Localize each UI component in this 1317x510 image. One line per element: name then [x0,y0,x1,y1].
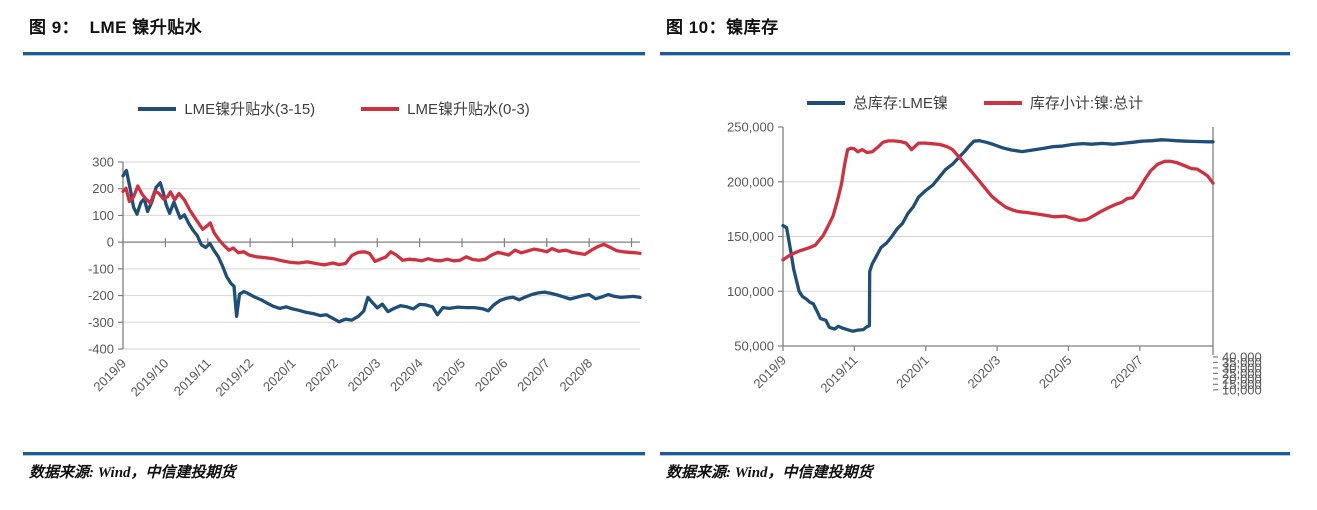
chart-legend: LME镍升贴水(3-15) LME镍升贴水(0-3) [23,98,645,119]
svg-text:2020/7: 2020/7 [514,356,553,395]
svg-text:-300: -300 [88,315,114,330]
svg-text:2020/8: 2020/8 [557,356,596,395]
svg-text:2019/12: 2019/12 [212,356,256,400]
svg-text:100: 100 [92,208,114,223]
legend-label: 总库存:LME镍 [852,95,948,112]
legend-line-swatch [361,106,400,111]
legend-item: 库存小计:镍:总计 [983,92,1144,113]
legend-line-swatch [806,100,845,105]
svg-text:2020/7: 2020/7 [1107,353,1146,392]
legend-item: 总库存:LME镍 [806,92,948,113]
svg-text:2019/11: 2019/11 [817,353,860,396]
svg-text:10,000: 10,000 [1222,382,1262,397]
svg-text:150,000: 150,000 [727,229,774,244]
title-divider-rule [660,52,1290,56]
figure-title: 图 9： LME 镍升贴水 [29,18,203,37]
figure-title: 图 10：镍库存 [666,18,779,37]
svg-text:-200: -200 [88,288,114,303]
data-source-label: 数据来源: Wind，中信建投期货 [29,465,236,481]
svg-text:200: 200 [92,181,114,196]
svg-text:2020/3: 2020/3 [345,356,384,395]
svg-text:300: 300 [92,155,114,170]
svg-text:-400: -400 [88,342,114,357]
svg-text:2019/9: 2019/9 [90,356,129,395]
svg-text:2019/11: 2019/11 [171,356,214,399]
chart-legend: 总库存:LME镍 库存小计:镍:总计 [660,92,1290,113]
figure-nickel-inventory: 图 10：镍库存 总库存:LME镍 库存小计:镍:总计 250,000 200,0… [660,0,1290,510]
svg-text:100,000: 100,000 [727,284,774,299]
svg-text:50,000: 50,000 [734,339,774,354]
svg-text:2020/3: 2020/3 [965,353,1004,392]
svg-text:35,000: 35,000 [1222,355,1262,370]
source-divider-rule [23,452,645,456]
nickel-inventory-line-chart: 250,000 200,000 150,000 100,000 50,000 40,000… [727,120,1262,398]
legend-label: 库存小计:镍:总计 [1029,95,1144,112]
svg-text:15,000: 15,000 [1222,377,1262,392]
svg-text:250,000: 250,000 [727,120,774,135]
svg-text:25,000: 25,000 [1222,366,1262,381]
legend-item: LME镍升贴水(0-3) [361,98,530,119]
source-divider-rule [660,452,1290,456]
svg-text:20,000: 20,000 [1222,371,1262,386]
legend-label: LME镍升贴水(0-3) [407,101,530,118]
data-source-label: 数据来源: Wind，中信建投期货 [666,465,873,481]
svg-text:-100: -100 [88,261,114,276]
svg-text:40,000: 40,000 [1222,349,1262,364]
legend-item: LME镍升贴水(3-15) [138,98,315,119]
svg-text:2020/4: 2020/4 [387,356,426,395]
legend-label: LME镍升贴水(3-15) [184,101,316,118]
legend-line-swatch [138,106,177,111]
svg-text:200,000: 200,000 [727,174,774,189]
svg-text:2020/1: 2020/1 [260,356,299,395]
svg-text:2020/5: 2020/5 [429,356,468,395]
legend-line-swatch [983,100,1022,105]
svg-text:2019/9: 2019/9 [750,353,789,392]
svg-text:0: 0 [107,235,114,250]
svg-text:30,000: 30,000 [1222,360,1262,375]
svg-text:2020/2: 2020/2 [302,356,341,395]
svg-text:2020/1: 2020/1 [893,353,932,392]
svg-text:2020/6: 2020/6 [472,356,511,395]
svg-text:2019/10: 2019/10 [128,356,172,400]
svg-text:2020/5: 2020/5 [1036,353,1075,392]
figure-lme-nickel-premium: 图 9： LME 镍升贴水 LME镍升贴水(3-15) LME镍升贴水(0-3)… [23,0,645,510]
title-divider-rule [23,52,645,56]
